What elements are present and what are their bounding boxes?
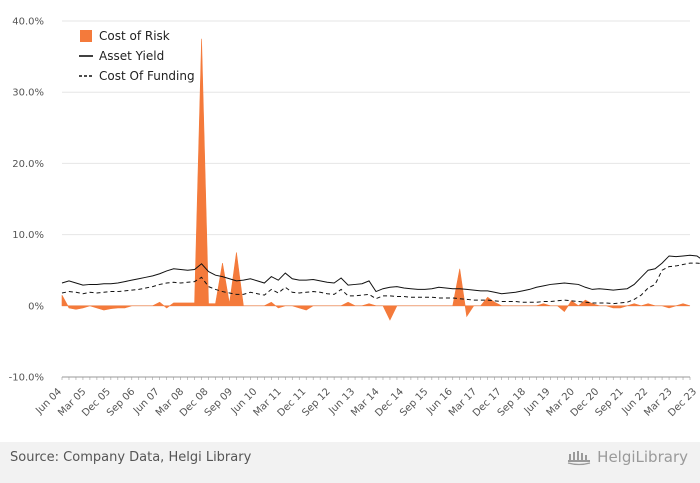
y-tick-label: 30.0%	[12, 88, 44, 99]
cost-of-risk-area-layer	[61, 38, 691, 321]
y-tick-label: -10.0%	[9, 373, 44, 384]
brand-logo: HelgiLibrary	[567, 448, 688, 466]
library-logo-icon	[568, 451, 591, 466]
y-tick-label: 40.0%	[12, 17, 44, 28]
y-tick-label: 20.0%	[12, 159, 44, 170]
asset-yield-line	[61, 254, 700, 295]
footer-bar	[0, 442, 700, 483]
legend-swatch-cost-of-risk	[80, 30, 92, 42]
legend-label-cost-of-risk: Cost of Risk	[99, 29, 170, 43]
y-tick-label: 0%	[28, 301, 44, 312]
legend-label-cost-of-funding: Cost Of Funding	[99, 69, 195, 83]
source-note: Source: Company Data, Helgi Library	[10, 450, 252, 465]
brand-name: HelgiLibrary	[597, 448, 688, 466]
line-layer	[61, 254, 700, 305]
legend: Cost of Risk Asset Yield Cost Of Funding	[79, 29, 195, 83]
legend-label-asset-yield: Asset Yield	[99, 49, 164, 63]
y-axis-ticks: -10.0% 0% 10.0% 20.0% 30.0% 40.0%	[9, 17, 44, 384]
cost-of-risk-area	[61, 38, 691, 321]
cost-of-funding-line	[61, 262, 700, 305]
y-tick-label: 10.0%	[12, 230, 44, 241]
